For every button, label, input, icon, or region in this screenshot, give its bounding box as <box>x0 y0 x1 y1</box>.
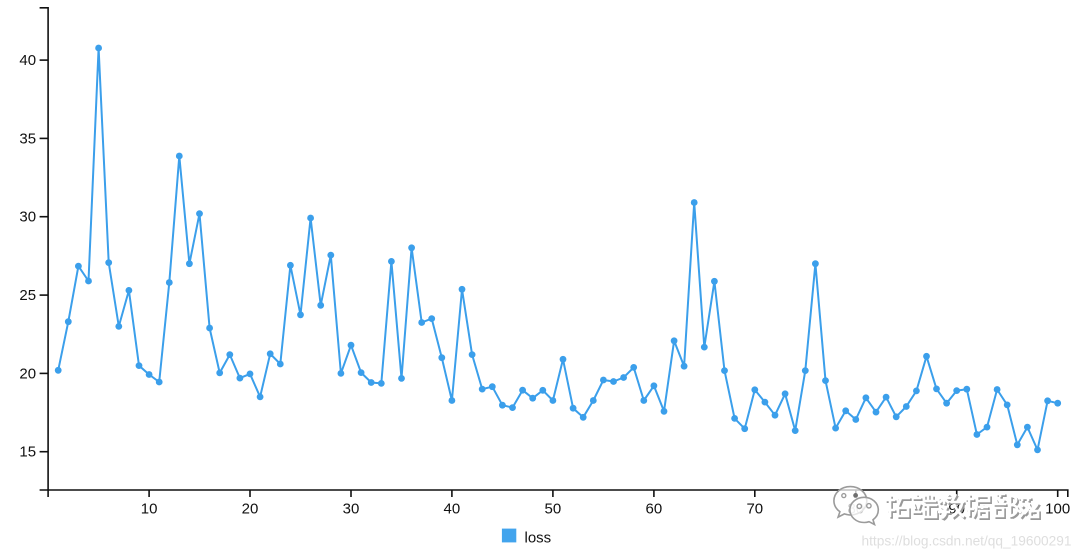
svg-text:70: 70 <box>746 501 763 518</box>
svg-text:60: 60 <box>646 501 663 518</box>
svg-text:https://blog.csdn.net/qq_19600: https://blog.csdn.net/qq_19600291 <box>862 532 1072 548</box>
svg-text:20: 20 <box>19 365 36 382</box>
svg-text:35: 35 <box>19 130 36 147</box>
svg-text:30: 30 <box>343 501 360 518</box>
svg-text:loss: loss <box>525 529 552 546</box>
svg-text:40: 40 <box>444 501 461 518</box>
svg-text:50: 50 <box>545 501 562 518</box>
svg-text:100: 100 <box>1045 501 1070 518</box>
svg-text:15: 15 <box>19 444 36 461</box>
svg-text:30: 30 <box>19 209 36 226</box>
svg-text:10: 10 <box>141 501 158 518</box>
svg-text:25: 25 <box>19 287 36 304</box>
svg-text:40: 40 <box>19 52 36 69</box>
svg-text:20: 20 <box>242 501 259 518</box>
